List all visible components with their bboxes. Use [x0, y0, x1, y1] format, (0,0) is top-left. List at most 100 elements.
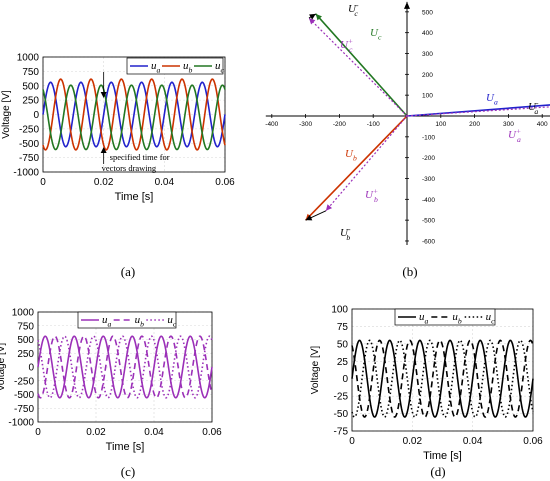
annotation-arrowhead-up — [100, 147, 107, 153]
y-tick-label: -50 — [334, 409, 349, 420]
series-line-uc — [42, 84, 226, 151]
y-tick-label: 1000 — [12, 308, 35, 319]
phasor-label: U-a — [528, 99, 539, 116]
y-tick-label: -600 — [422, 238, 435, 245]
y-tick-label: 750 — [22, 67, 39, 78]
y-axis-label: Voltage [V] — [0, 343, 7, 392]
y-tick-label: 500 — [17, 335, 34, 346]
x-axis-label: Time [s] — [106, 441, 145, 453]
annotation-text-line2: vectors drawing — [102, 163, 157, 173]
y-axis-label: Voltage [V] — [1, 90, 12, 139]
phasor-Uc-pos-head — [308, 18, 316, 25]
phasor-label: U+ a — [508, 127, 521, 144]
x-tick-label: 0 — [35, 427, 41, 438]
phasor-Ub-neg-head — [305, 214, 313, 221]
y-tick-label: -1000 — [13, 168, 39, 179]
x-tick-label: 0.02 — [403, 436, 423, 447]
y-tick-label: 200 — [422, 72, 433, 79]
y-tick-label: 75 — [337, 322, 349, 333]
x-tick-label: 0.02 — [86, 427, 106, 438]
panel-label-c: (c) — [121, 464, 135, 479]
y-tick-label: -750 — [14, 404, 34, 415]
y-tick-label: 25 — [337, 357, 349, 368]
y-tick-label: 750 — [17, 321, 34, 332]
panel-label-d: (d) — [430, 464, 445, 479]
chart-b-phasor: -400-300-200-100100200300400500600500400… — [265, 1, 550, 245]
x-tick-label: -300 — [299, 121, 312, 128]
y-tick-label: -300 — [422, 176, 435, 183]
phasor-Ua — [406, 104, 550, 117]
phasor-Ub-pos — [325, 115, 408, 212]
y-tick-label: -500 — [14, 390, 34, 401]
legend-label-ua: ua — [419, 311, 429, 325]
x-tick-label: 300 — [503, 121, 514, 128]
x-tick-label: 0.04 — [463, 436, 483, 447]
y-tick-label: -200 — [422, 155, 435, 162]
y-tick-label: 250 — [17, 349, 34, 360]
y-tick-label: -500 — [422, 218, 435, 225]
legend-label-ub: ub — [452, 311, 462, 325]
y-tick-label: 500 — [22, 81, 39, 92]
y-tick-label: 100 — [331, 305, 348, 316]
x-tick-label: 0.06 — [523, 436, 543, 447]
y-tick-label: -25 — [334, 392, 349, 403]
phasor-label: Ub — [345, 148, 357, 162]
panel-label-a: (a) — [121, 264, 135, 279]
series-line-ub — [37, 335, 213, 399]
annotation-text-line1: specified time for — [110, 152, 170, 162]
y-tick-label: -750 — [19, 153, 39, 164]
x-tick-label: 0.02 — [94, 177, 114, 188]
x-tick-label: 100 — [435, 121, 446, 128]
annotation-arrowhead-down — [100, 92, 107, 98]
plot-frame — [351, 308, 534, 432]
series-line-ua — [42, 81, 226, 148]
y-tick-label: 100 — [422, 93, 433, 100]
x-tick-label: -400 — [265, 121, 278, 128]
phasor-label: U-c — [348, 1, 359, 18]
x-axis-label: Time [s] — [423, 450, 462, 462]
y-tick-label: 1000 — [17, 53, 40, 64]
legend-label-ua: ua — [151, 60, 161, 74]
x-tick-label: 200 — [469, 121, 480, 128]
y-tick-label: -1000 — [8, 418, 34, 429]
y-tick-label: -100 — [422, 134, 435, 141]
y-tick-label: 0 — [342, 374, 348, 385]
y-tick-label: 0 — [28, 363, 34, 374]
x-tick-label: 400 — [537, 121, 548, 128]
x-tick-label: 0 — [40, 177, 46, 188]
legend-label-uc: uc — [486, 311, 496, 325]
phasor-Uc-neg-head — [309, 13, 316, 20]
phasor-Uc — [315, 13, 408, 117]
y-tick-label: 50 — [337, 339, 349, 350]
panel-label-b: (b) — [402, 264, 417, 279]
series-line-ub — [351, 339, 534, 418]
y-axis-label: Voltage [V] — [310, 346, 321, 395]
y-tick-label: -500 — [19, 139, 39, 150]
series-line-ub — [42, 78, 226, 151]
phasor-label: Ua — [486, 92, 498, 106]
y-tick-label: 500 — [422, 9, 433, 16]
x-tick-label: 0.06 — [202, 427, 222, 438]
x-tick-label: 0.04 — [144, 427, 164, 438]
y-tick-label: 300 — [422, 51, 433, 58]
legend-label-ub: ub — [135, 314, 145, 328]
phasor-Uc-head — [315, 13, 322, 21]
y-axis-arrow — [404, 1, 410, 9]
phasor-Ub — [305, 115, 408, 221]
phasor-label: U+ c — [340, 37, 353, 54]
series-line-ua — [37, 335, 213, 399]
phasor-Ua-pos — [406, 106, 550, 117]
y-tick-label: -250 — [19, 124, 39, 135]
phasor-label: Uc — [370, 27, 382, 41]
phasor-Uc-pos — [308, 17, 408, 117]
series-line-uc — [37, 335, 213, 399]
series-line-ua — [351, 339, 534, 418]
x-tick-label: -100 — [367, 121, 380, 128]
y-tick-label: 250 — [22, 96, 39, 107]
y-tick-label: 400 — [422, 30, 433, 37]
phasor-label: U-b — [340, 225, 351, 242]
